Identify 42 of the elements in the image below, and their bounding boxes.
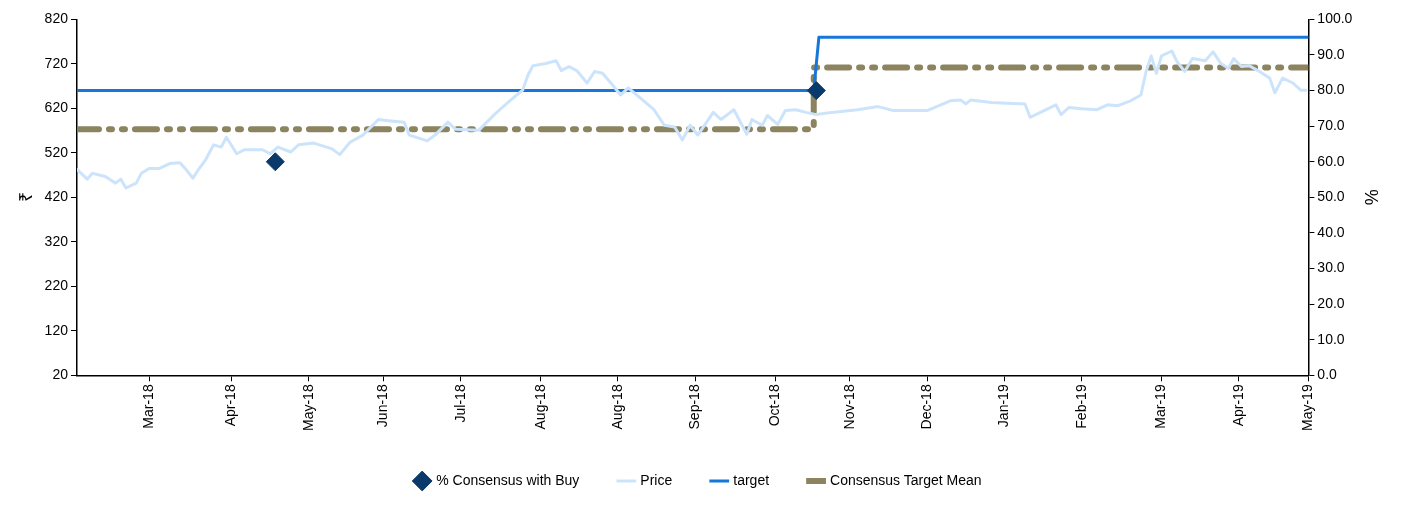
x-tick-label: Jan-19	[995, 384, 1012, 428]
x-tick-label: Mar-18	[139, 384, 156, 429]
x-tick-label: Sep-18	[686, 384, 703, 430]
x-tick-label: Apr-19	[1229, 384, 1246, 427]
y-tick-label: 120	[44, 321, 69, 338]
y2-tick-label: 10.0	[1317, 330, 1345, 347]
y2-tick-label: 50.0	[1317, 188, 1345, 205]
x-tick-label: May-19	[1299, 384, 1316, 431]
legend-label: Consensus Target Mean	[830, 471, 982, 488]
x-tick-label: Jun-18	[374, 384, 391, 428]
x-tick-label: Jul-18	[451, 384, 468, 423]
x-tick-label: Nov-18	[840, 384, 857, 430]
y2-axis-title: %	[1361, 189, 1382, 206]
x-tick-label: May-18	[299, 384, 316, 431]
x-tick-label: Apr-18	[222, 384, 239, 427]
y2-tick-label: 100.0	[1317, 10, 1353, 27]
x-tick-label: Dec-18	[917, 384, 934, 430]
y-tick-label: 420	[44, 188, 69, 205]
legend-label: target	[733, 471, 770, 488]
y-tick-label: 820	[44, 10, 69, 27]
x-tick-label: Mar-19	[1152, 384, 1169, 429]
y-tick-label: 220	[44, 277, 69, 294]
x-tick-label: Aug-18	[531, 384, 548, 430]
legend-label: % Consensus with Buy	[436, 471, 580, 488]
legend-label: Price	[640, 471, 673, 488]
y2-tick-label: 20.0	[1317, 294, 1345, 311]
y-tick-label: 720	[44, 54, 69, 71]
y-tick-label: 320	[44, 232, 69, 249]
y2-tick-label: 90.0	[1317, 45, 1345, 62]
y-axis-title: ₹	[15, 192, 36, 203]
y-tick-label: 520	[44, 143, 69, 160]
y-tick-label: 20	[52, 366, 69, 383]
y2-tick-label: 40.0	[1317, 223, 1345, 240]
x-tick-label: Aug-18	[608, 384, 625, 430]
y2-tick-label: 80.0	[1317, 81, 1345, 98]
x-tick-label: Oct-18	[765, 384, 782, 427]
y-tick-label: 620	[44, 99, 69, 116]
y2-tick-label: 70.0	[1317, 117, 1345, 134]
x-tick-label: Feb-19	[1072, 384, 1089, 429]
y2-tick-label: 0.0	[1317, 366, 1338, 383]
y2-tick-label: 30.0	[1317, 259, 1345, 276]
y2-tick-label: 60.0	[1317, 152, 1345, 169]
